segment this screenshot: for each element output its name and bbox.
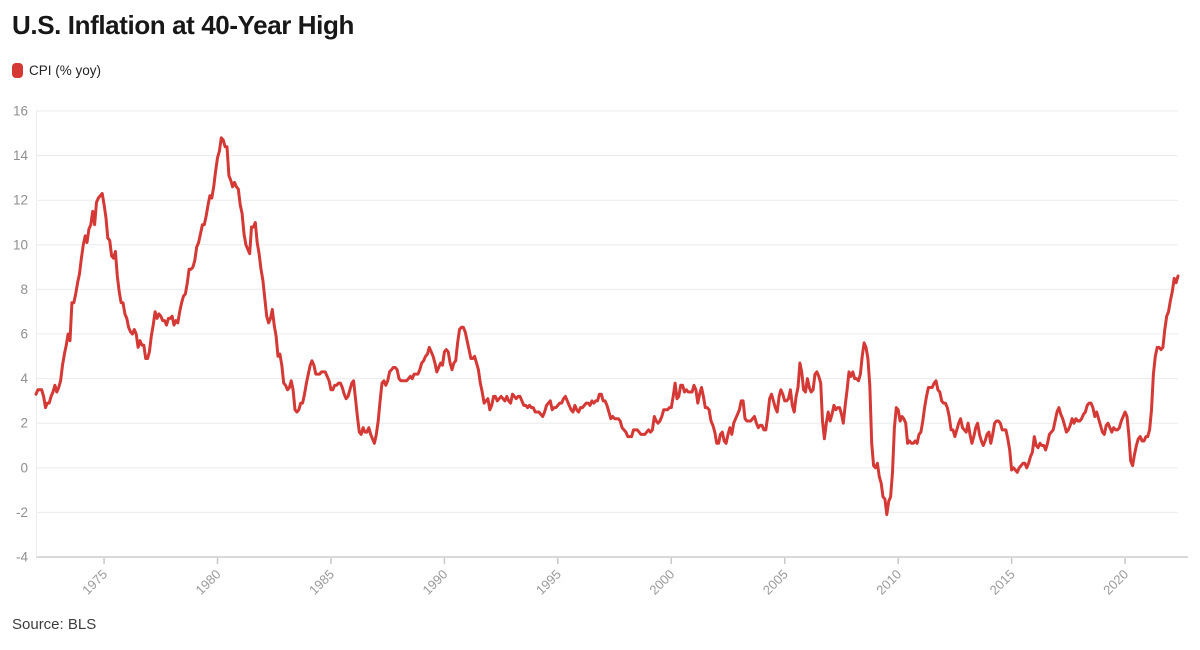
x-tick-label: 1990 xyxy=(419,567,450,598)
x-tick-label: 2005 xyxy=(760,567,791,598)
x-tick-label: 1980 xyxy=(193,567,224,598)
y-tick-label: 8 xyxy=(20,282,28,297)
cpi-series-line xyxy=(34,136,1180,517)
y-tick-label: 10 xyxy=(13,237,28,252)
x-tick-label: 2000 xyxy=(646,567,677,598)
y-tick-label: -4 xyxy=(16,550,28,565)
x-tick-label: 2020 xyxy=(1100,567,1131,598)
y-tick-label: -2 xyxy=(16,505,28,520)
y-tick-label: 6 xyxy=(20,327,28,342)
y-tick-label: 2 xyxy=(20,416,28,431)
source-note: Source: BLS xyxy=(12,616,97,633)
x-tick-label: 1975 xyxy=(79,567,110,598)
legend: CPI (% yoy) xyxy=(12,63,101,78)
x-tick-label: 1995 xyxy=(533,567,564,598)
legend-label: CPI (% yoy) xyxy=(29,63,102,78)
y-tick-label: 14 xyxy=(13,148,29,163)
x-tick-label: 2010 xyxy=(873,567,904,598)
x-tick-label: 2015 xyxy=(987,567,1018,598)
y-tick-label: 0 xyxy=(20,460,28,475)
x-tick-label: 1985 xyxy=(306,567,337,598)
y-tick-label: 4 xyxy=(20,371,28,386)
y-tick-label: 16 xyxy=(13,104,28,119)
legend-swatch-icon xyxy=(12,63,23,78)
y-tick-label: 12 xyxy=(13,193,28,208)
chart-title: U.S. Inflation at 40-Year High xyxy=(12,10,354,40)
